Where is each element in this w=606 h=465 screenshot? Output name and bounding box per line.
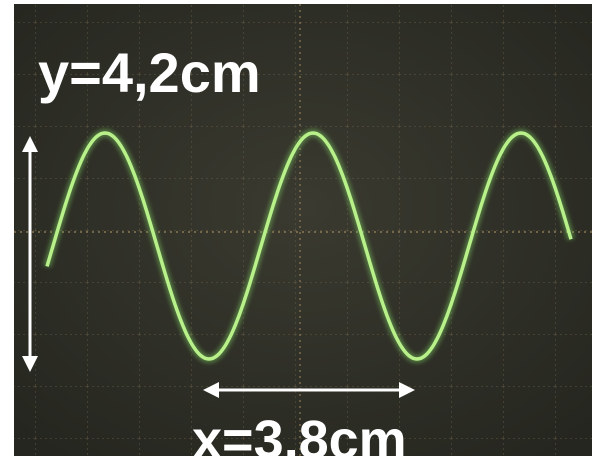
y-arrow xyxy=(22,136,38,372)
x-arrow xyxy=(203,382,415,398)
x-label: x=3,8cm xyxy=(192,410,407,465)
trace xyxy=(45,131,573,361)
y-label: y=4,2cm xyxy=(38,41,261,104)
graticule xyxy=(14,4,592,456)
